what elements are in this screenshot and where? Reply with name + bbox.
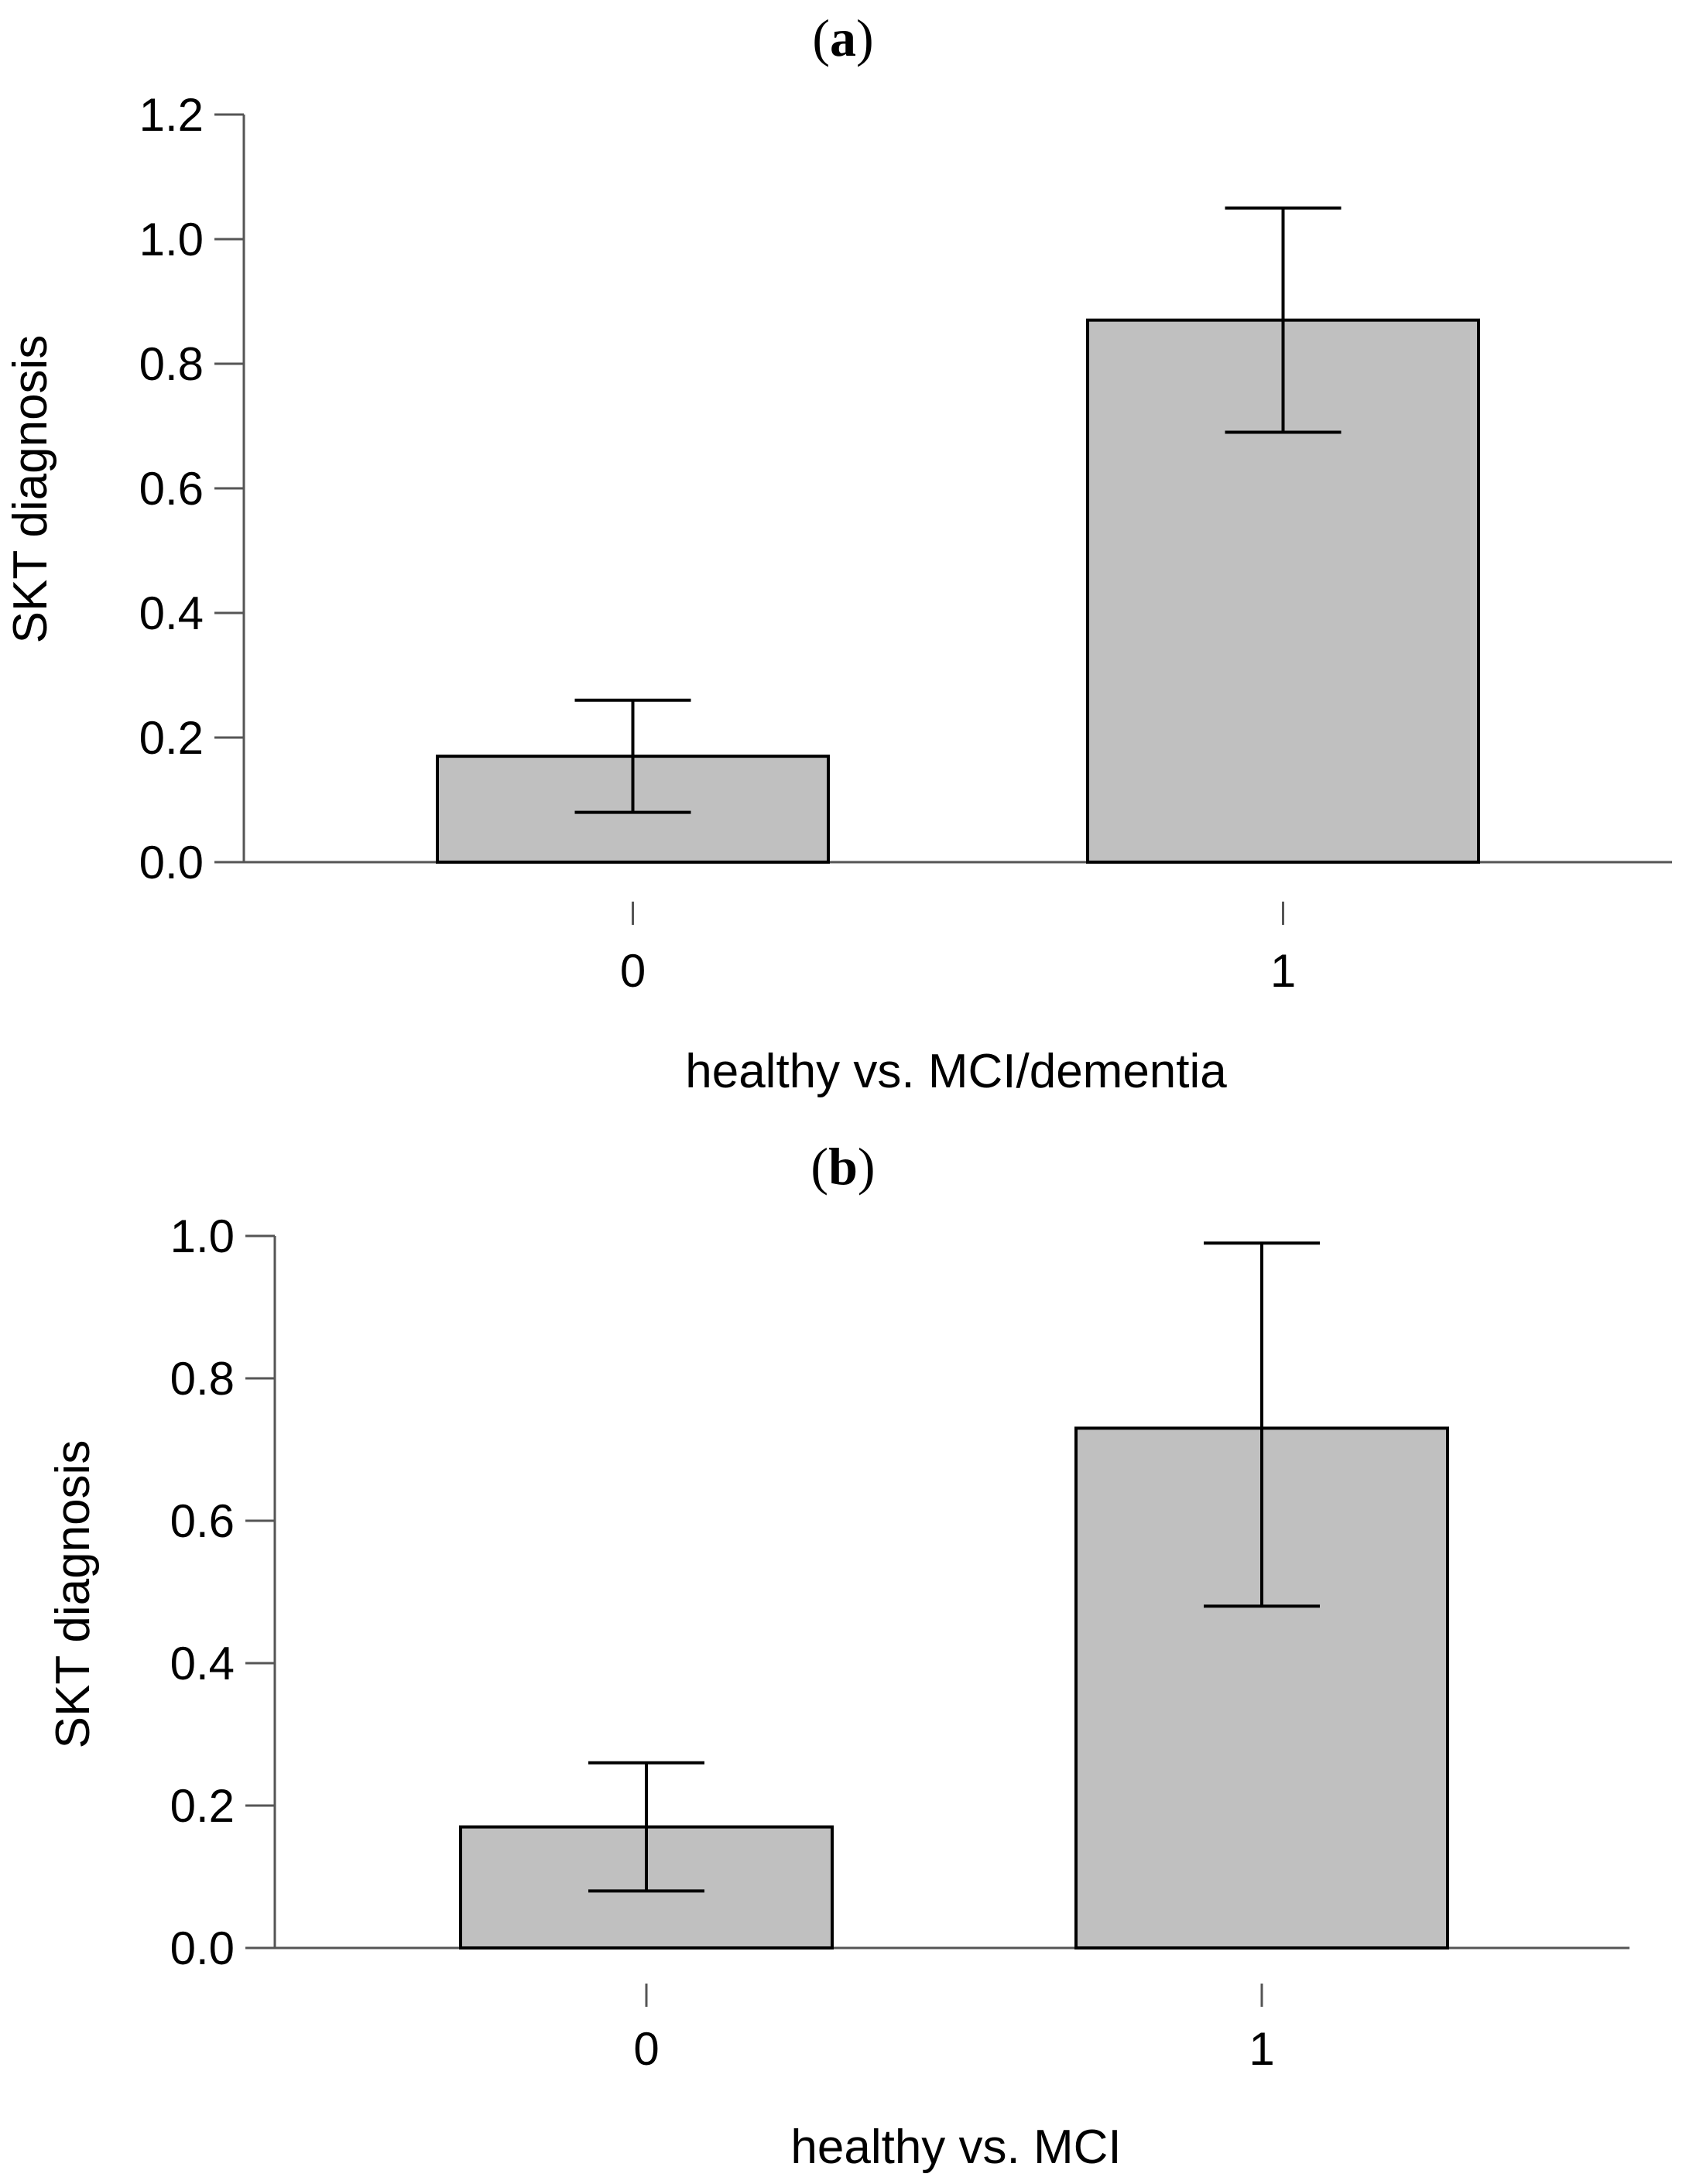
y-tick-label: 0.2 bbox=[170, 1780, 235, 1832]
y-tick-label: 1.2 bbox=[139, 89, 204, 141]
panel-title: (a) bbox=[812, 9, 873, 67]
y-tick-label: 0.2 bbox=[139, 712, 204, 764]
y-tick-label: 1.0 bbox=[139, 214, 204, 265]
y-axis-title: SKT diagnosis bbox=[46, 1440, 100, 1749]
y-tick-label: 0.6 bbox=[170, 1495, 235, 1547]
panel-title: (b) bbox=[810, 1137, 875, 1196]
y-tick-label: 1.0 bbox=[170, 1210, 235, 1262]
x-tick-label: 1 bbox=[1249, 2023, 1274, 2075]
y-tick-label: 0.0 bbox=[170, 1922, 235, 1974]
y-tick-label: 0.4 bbox=[170, 1638, 235, 1689]
y-tick-label: 0.0 bbox=[139, 837, 204, 888]
chart-panel-a: (a) 0.0 0.2 0.4 0.6 0.8 1.0 1.2 0 1 healthy vs. MC… bbox=[4, 9, 1672, 1098]
x-tick-label: 1 bbox=[1270, 945, 1296, 997]
x-tick-label: 0 bbox=[620, 945, 646, 997]
y-tick-label: 0.8 bbox=[170, 1353, 235, 1405]
y-tick-label: 0.6 bbox=[139, 463, 204, 515]
x-axis-title: healthy vs. MCI/dementia bbox=[685, 1045, 1227, 1098]
y-tick-label: 0.8 bbox=[139, 338, 204, 390]
y-axis-title: SKT diagnosis bbox=[4, 335, 57, 644]
x-tick-label: 0 bbox=[633, 2023, 659, 2075]
x-axis-title: healthy vs. MCI bbox=[790, 2121, 1121, 2174]
y-tick-label: 0.4 bbox=[139, 587, 204, 639]
chart-panel-b: (b) 0.0 0.2 0.4 0.6 0.8 1.0 0 1 healthy vs. MCI SK… bbox=[46, 1137, 1629, 2174]
